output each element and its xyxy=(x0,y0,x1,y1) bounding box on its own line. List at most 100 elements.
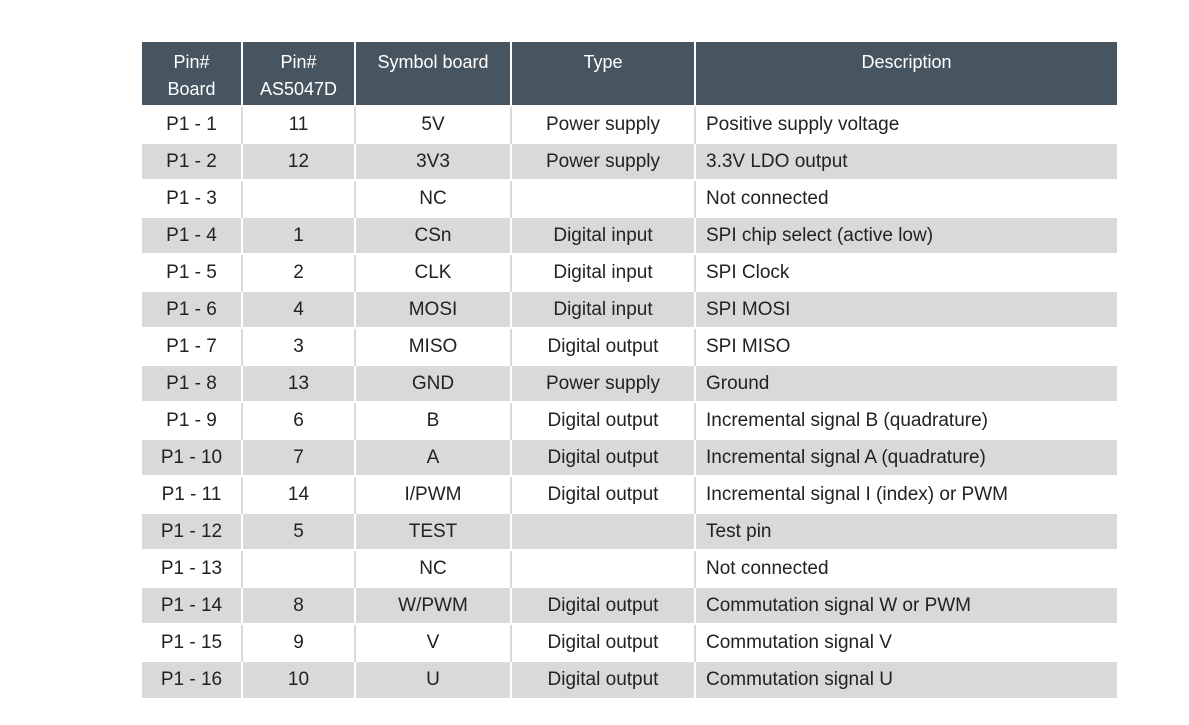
header-description: Description xyxy=(694,42,1117,106)
pin-board-cell: P1 - 2 xyxy=(142,142,242,180)
symbol-cell: CSn xyxy=(354,216,511,254)
pin-as5047d-cell: 6 xyxy=(241,401,355,439)
type-cell: Power supply xyxy=(510,142,695,180)
table-row: P1 - 9 6 B Digital output Incremental signal… xyxy=(142,401,1117,439)
pin-as5047d-cell: 5 xyxy=(241,512,355,550)
type-cell xyxy=(510,179,695,217)
pin-as5047d-cell: 9 xyxy=(241,623,355,661)
pin-as5047d-cell: 12 xyxy=(241,142,355,180)
symbol-cell: TEST xyxy=(354,512,511,550)
pin-as5047d-cell: 1 xyxy=(241,216,355,254)
type-cell: Digital input xyxy=(510,290,695,328)
pin-board-cell: P1 - 15 xyxy=(142,623,242,661)
symbol-cell: A xyxy=(354,438,511,476)
pin-as5047d-cell: 14 xyxy=(241,475,355,513)
header-pin-as5047d: Pin# AS5047D xyxy=(241,42,355,106)
header-pin-as5047d-line2: AS5047D xyxy=(259,79,338,99)
table-row: P1 - 5 2 CLK Digital input SPI Clock xyxy=(142,253,1117,291)
description-cell: SPI Clock xyxy=(694,253,1117,291)
header-description-label: Description xyxy=(861,52,952,72)
symbol-cell: MISO xyxy=(354,327,511,365)
pin-board-cell: P1 - 5 xyxy=(142,253,242,291)
type-cell: Digital input xyxy=(510,216,695,254)
table-header: Pin# Board Pin# AS5047D Symbol board Type … xyxy=(142,42,1117,106)
table-row: P1 - 13 NC Not connected xyxy=(142,549,1117,587)
symbol-cell: NC xyxy=(354,179,511,217)
symbol-cell: V xyxy=(354,623,511,661)
pin-board-cell: P1 - 8 xyxy=(142,364,242,402)
table-row: P1 - 15 9 V Digital output Commutation signa… xyxy=(142,623,1117,661)
table-row: P1 - 3 NC Not connected xyxy=(142,179,1117,217)
description-cell: Incremental signal A (quadrature) xyxy=(694,438,1117,476)
pin-assignment-table: Pin# Board Pin# AS5047D Symbol board Type … xyxy=(142,42,1117,698)
header-symbol-board-label: Symbol board xyxy=(377,52,489,72)
type-cell: Digital output xyxy=(510,623,695,661)
description-cell: SPI MISO xyxy=(694,327,1117,365)
description-cell: Incremental signal I (index) or PWM xyxy=(694,475,1117,513)
pin-as5047d-cell: 3 xyxy=(241,327,355,365)
table-row: P1 - 8 13 GND Power supply Ground xyxy=(142,364,1117,402)
description-cell: Commutation signal V xyxy=(694,623,1117,661)
type-cell: Power supply xyxy=(510,105,695,143)
table-row: P1 - 14 8 W/PWM Digital output Commutation s… xyxy=(142,586,1117,624)
pin-board-cell: P1 - 1 xyxy=(142,105,242,143)
symbol-cell: CLK xyxy=(354,253,511,291)
type-cell: Digital output xyxy=(510,475,695,513)
pin-board-cell: P1 - 12 xyxy=(142,512,242,550)
symbol-cell: MOSI xyxy=(354,290,511,328)
table-row: P1 - 12 5 TEST Test pin xyxy=(142,512,1117,550)
type-cell: Digital output xyxy=(510,438,695,476)
header-pin-as5047d-line1: Pin# xyxy=(280,52,317,72)
header-symbol-board: Symbol board xyxy=(354,42,511,106)
type-cell: Digital output xyxy=(510,401,695,439)
table-row: P1 - 1 11 5V Power supply Positive supply vo… xyxy=(142,105,1117,143)
pin-board-cell: P1 - 14 xyxy=(142,586,242,624)
pin-board-cell: P1 - 11 xyxy=(142,475,242,513)
table-row: P1 - 6 4 MOSI Digital input SPI MOSI xyxy=(142,290,1117,328)
symbol-cell: I/PWM xyxy=(354,475,511,513)
pin-board-cell: P1 - 3 xyxy=(142,179,242,217)
description-cell: Positive supply voltage xyxy=(694,105,1117,143)
pin-board-cell: P1 - 4 xyxy=(142,216,242,254)
header-pin-board-line2: Board xyxy=(167,79,216,99)
pin-board-cell: P1 - 9 xyxy=(142,401,242,439)
symbol-cell: U xyxy=(354,660,511,698)
symbol-cell: 5V xyxy=(354,105,511,143)
pin-as5047d-cell: 10 xyxy=(241,660,355,698)
description-cell: SPI MOSI xyxy=(694,290,1117,328)
symbol-cell: 3V3 xyxy=(354,142,511,180)
description-cell: Ground xyxy=(694,364,1117,402)
type-cell: Power supply xyxy=(510,364,695,402)
table-row: P1 - 10 7 A Digital output Incremental signa… xyxy=(142,438,1117,476)
symbol-cell: B xyxy=(354,401,511,439)
description-cell: 3.3V LDO output xyxy=(694,142,1117,180)
header-row: Pin# Board Pin# AS5047D Symbol board Type … xyxy=(142,42,1117,106)
symbol-cell: W/PWM xyxy=(354,586,511,624)
table-row: P1 - 2 12 3V3 Power supply 3.3V LDO output xyxy=(142,142,1117,180)
pin-as5047d-cell: 11 xyxy=(241,105,355,143)
description-cell: Commutation signal U xyxy=(694,660,1117,698)
pin-as5047d-cell: 2 xyxy=(241,253,355,291)
type-cell: Digital output xyxy=(510,660,695,698)
pin-board-cell: P1 - 13 xyxy=(142,549,242,587)
symbol-cell: GND xyxy=(354,364,511,402)
pin-board-cell: P1 - 7 xyxy=(142,327,242,365)
description-cell: Incremental signal B (quadrature) xyxy=(694,401,1117,439)
type-cell: Digital output xyxy=(510,327,695,365)
type-cell: Digital input xyxy=(510,253,695,291)
header-pin-board: Pin# Board xyxy=(142,42,242,106)
table-row: P1 - 4 1 CSn Digital input SPI chip select (… xyxy=(142,216,1117,254)
pin-board-cell: P1 - 16 xyxy=(142,660,242,698)
pin-table-container: Pin# Board Pin# AS5047D Symbol board Type … xyxy=(142,42,1117,698)
header-type: Type xyxy=(510,42,695,106)
pin-as5047d-cell xyxy=(241,549,355,587)
pin-as5047d-cell: 13 xyxy=(241,364,355,402)
pin-as5047d-cell xyxy=(241,179,355,217)
header-type-label: Type xyxy=(583,52,623,72)
symbol-cell: NC xyxy=(354,549,511,587)
table-body: P1 - 1 11 5V Power supply Positive supply vo… xyxy=(142,105,1117,698)
description-cell: Not connected xyxy=(694,179,1117,217)
type-cell xyxy=(510,549,695,587)
table-row: P1 - 16 10 U Digital output Commutation sign… xyxy=(142,660,1117,698)
table-row: P1 - 11 14 I/PWM Digital output Incremental … xyxy=(142,475,1117,513)
